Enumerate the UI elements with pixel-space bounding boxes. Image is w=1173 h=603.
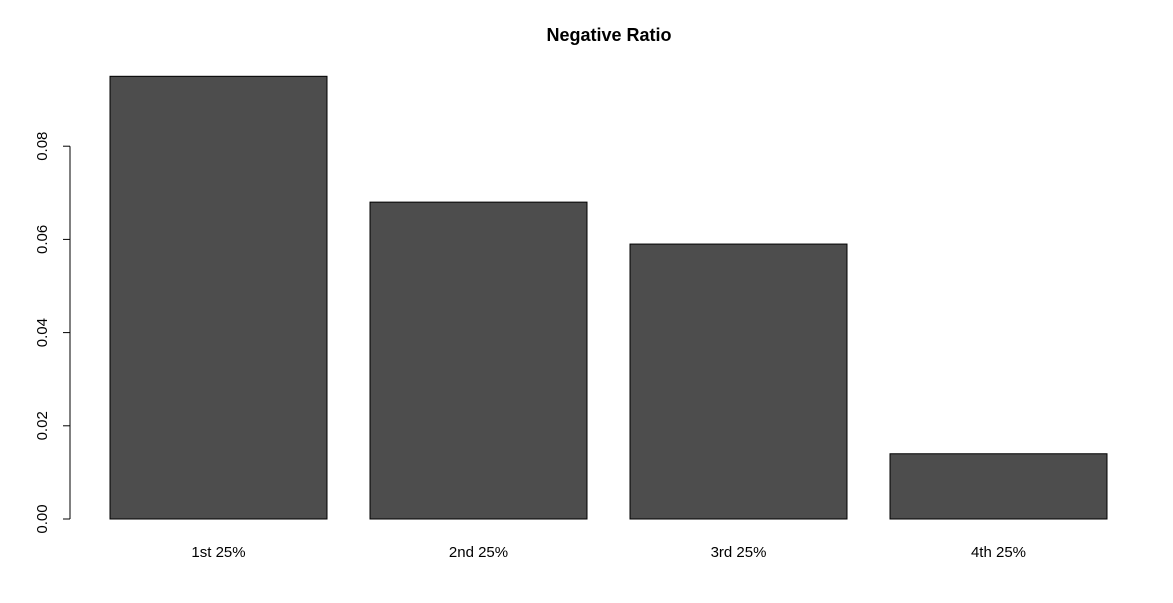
y-tick-label: 0.04 — [34, 318, 51, 347]
y-tick-label: 0.00 — [34, 504, 51, 533]
y-tick-label: 0.08 — [34, 132, 51, 161]
bar — [109, 75, 328, 520]
bar — [629, 243, 848, 520]
x-tick-label: 3rd 25% — [711, 544, 767, 561]
bar — [369, 201, 588, 520]
chart-title: Negative Ratio — [546, 25, 671, 45]
x-tick-label: 4th 25% — [971, 544, 1026, 561]
bar — [889, 453, 1108, 520]
x-tick-label: 2nd 25% — [449, 544, 508, 561]
y-tick-label: 0.06 — [34, 225, 51, 254]
x-tick-label: 1st 25% — [191, 544, 245, 561]
y-tick-label: 0.02 — [34, 411, 51, 440]
